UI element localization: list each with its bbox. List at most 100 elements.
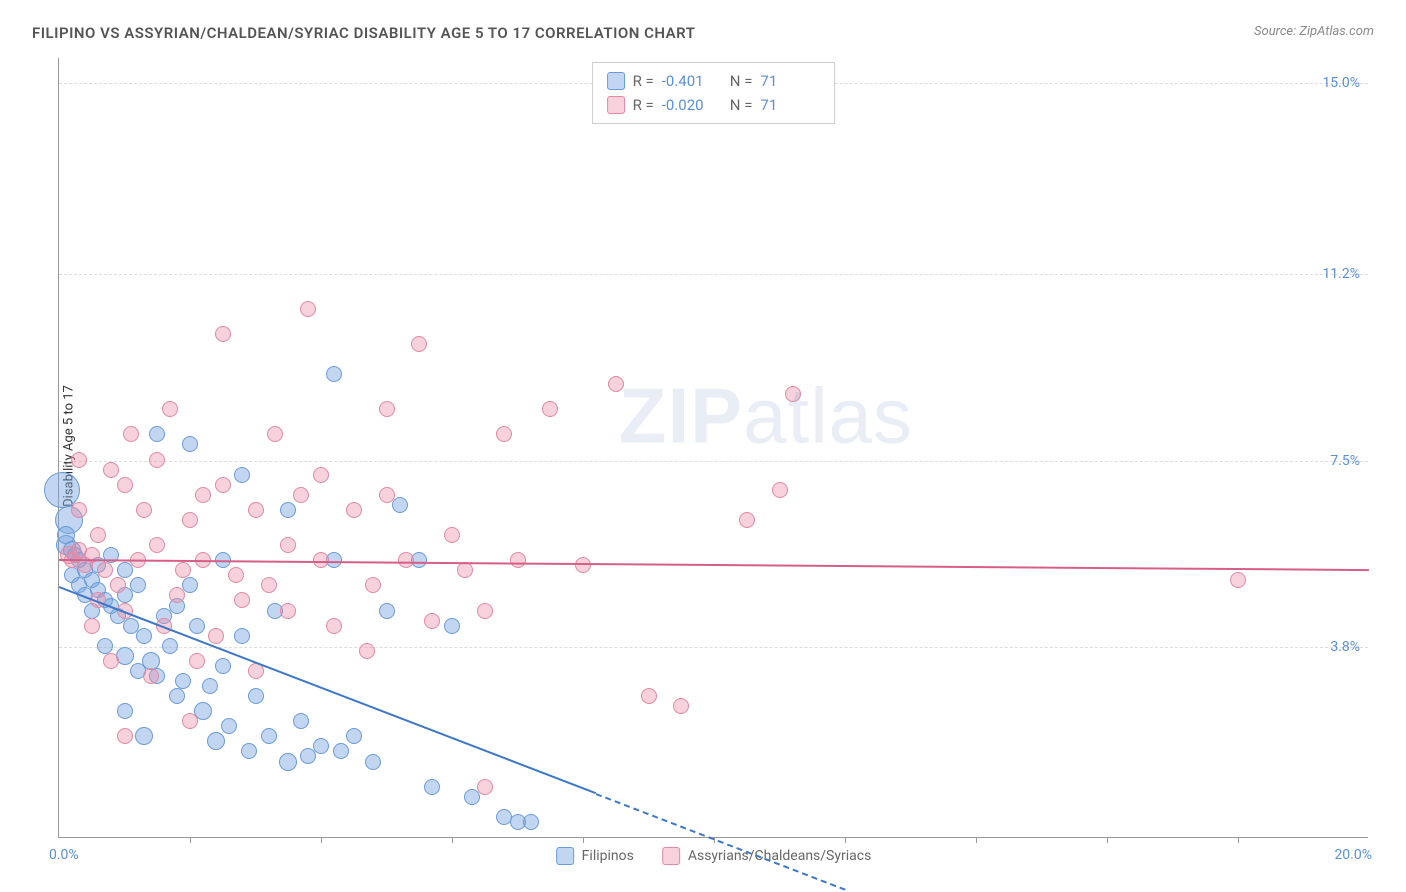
data-point <box>135 727 153 745</box>
data-point <box>215 477 231 493</box>
data-point <box>424 613 440 629</box>
data-point <box>346 728 362 744</box>
data-point <box>182 512 198 528</box>
data-point <box>207 732 225 750</box>
data-point <box>293 487 309 503</box>
data-point <box>379 603 395 619</box>
data-point <box>117 477 133 493</box>
data-point <box>326 366 342 382</box>
data-point <box>123 426 139 442</box>
data-point <box>189 618 205 634</box>
y-tick-label: 7.5% <box>1322 453 1360 469</box>
data-point <box>169 688 185 704</box>
data-point <box>457 562 473 578</box>
data-point <box>326 618 342 634</box>
data-point <box>136 628 152 644</box>
data-point <box>97 562 113 578</box>
legend-label: Assyrians/Chaldeans/Syriacs <box>688 848 871 864</box>
data-point <box>313 738 329 754</box>
r-value: -0.020 <box>662 93 722 117</box>
trendline <box>596 793 846 890</box>
data-point <box>182 713 198 729</box>
data-point <box>280 603 296 619</box>
x-tick <box>1238 837 1239 843</box>
data-point <box>392 497 408 513</box>
data-point <box>477 603 493 619</box>
trendline <box>59 559 1369 571</box>
watermark-bold: ZIP <box>619 372 743 460</box>
data-point <box>333 743 349 759</box>
data-point <box>215 658 231 674</box>
data-point <box>261 728 277 744</box>
data-point <box>293 713 309 729</box>
r-label: R = <box>633 69 654 93</box>
data-point <box>169 587 185 603</box>
legend-item-assyrians: Assyrians/Chaldeans/Syriacs <box>662 847 871 865</box>
gridline <box>59 461 1368 462</box>
chart-title: FILIPINO VS ASSYRIAN/CHALDEAN/SYRIAC DIS… <box>32 24 695 42</box>
n-label: N = <box>730 93 753 117</box>
data-point <box>175 673 191 689</box>
data-point <box>90 527 106 543</box>
data-point <box>241 743 257 759</box>
swatch-assyrians-icon <box>607 96 625 114</box>
data-point <box>280 537 296 553</box>
data-point <box>136 502 152 518</box>
data-point <box>248 502 264 518</box>
n-value: 71 <box>760 69 820 93</box>
r-value: -0.401 <box>662 69 722 93</box>
x-tick <box>976 837 977 843</box>
n-label: N = <box>730 69 753 93</box>
data-point <box>71 502 87 518</box>
data-point <box>84 618 100 634</box>
trendline <box>59 586 597 794</box>
x-tick <box>452 837 453 843</box>
data-point <box>641 688 657 704</box>
data-point <box>182 577 198 593</box>
plot-area: ZIPatlas R = -0.401 N = 71 R = -0.020 N … <box>58 58 1368 838</box>
n-value: 71 <box>760 93 820 117</box>
legend-label: Filipinos <box>582 848 634 864</box>
data-point <box>772 482 788 498</box>
data-point <box>477 779 493 795</box>
data-point <box>189 653 205 669</box>
data-point <box>279 753 297 771</box>
x-origin-label: 0.0% <box>49 847 79 863</box>
swatch-filipinos-icon <box>556 847 574 865</box>
data-point <box>71 452 87 468</box>
data-point <box>234 467 250 483</box>
data-point <box>143 668 159 684</box>
data-point <box>117 728 133 744</box>
data-point <box>97 638 113 654</box>
data-point <box>149 452 165 468</box>
data-point <box>496 426 512 442</box>
data-point <box>208 628 224 644</box>
x-tick <box>321 837 322 843</box>
x-tick <box>1107 837 1108 843</box>
data-point <box>575 557 591 573</box>
legend-row-assyrians: R = -0.020 N = 71 <box>607 93 821 117</box>
data-point <box>103 653 119 669</box>
x-tick <box>845 837 846 843</box>
data-point <box>234 628 250 644</box>
swatch-filipinos-icon <box>607 72 625 90</box>
data-point <box>365 577 381 593</box>
data-point <box>221 718 237 734</box>
legend-item-filipinos: Filipinos <box>556 847 634 865</box>
data-point <box>1230 572 1246 588</box>
data-point <box>444 527 460 543</box>
y-tick-label: 15.0% <box>1314 75 1360 91</box>
data-point <box>117 703 133 719</box>
data-point <box>739 512 755 528</box>
bottom-legend: Filipinos Assyrians/Chaldeans/Syriacs <box>556 847 872 865</box>
gridline <box>59 274 1368 275</box>
r-label: R = <box>633 93 654 117</box>
data-point <box>215 326 231 342</box>
x-tick <box>583 837 584 843</box>
correlation-legend: R = -0.401 N = 71 R = -0.020 N = 71 <box>592 62 836 124</box>
data-point <box>300 301 316 317</box>
data-point <box>510 552 526 568</box>
data-point <box>110 577 126 593</box>
data-point <box>149 426 165 442</box>
data-point <box>542 401 558 417</box>
